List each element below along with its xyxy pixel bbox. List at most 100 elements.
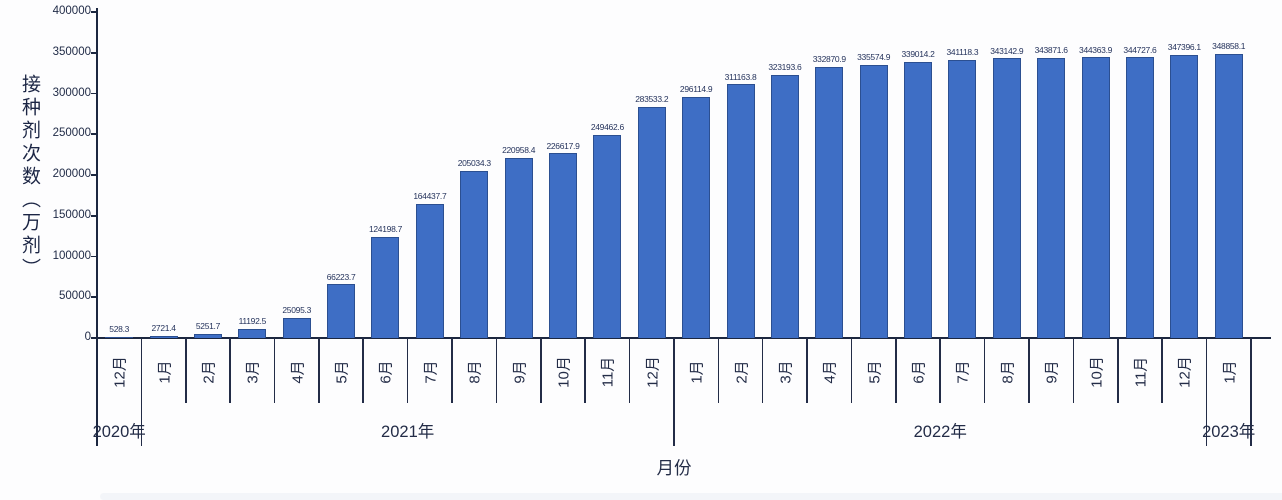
month-tick-line <box>229 338 231 403</box>
x-axis-month-label: 7月 <box>422 359 440 384</box>
month-tick-line <box>406 338 409 403</box>
bar-value-label: 323193.6 <box>768 62 802 73</box>
year-separator-line <box>673 338 675 446</box>
month-tick-line <box>584 338 586 403</box>
y-axis-tick-label: 100000 <box>52 249 91 262</box>
month-tick-line <box>628 338 631 403</box>
month-tick-line <box>540 338 542 403</box>
bar <box>992 58 1021 338</box>
bar-value-label: 335574.9 <box>857 52 891 62</box>
month-tick-line <box>1116 338 1119 403</box>
bar-value-label: 341118.3 <box>946 47 979 58</box>
x-axis-year-label: 2023年 <box>1202 423 1256 441</box>
y-axis-tick-mark <box>91 255 97 258</box>
x-axis-month-label: 10月 <box>555 355 573 388</box>
bar <box>1214 53 1243 338</box>
month-tick-line <box>184 338 187 403</box>
month-tick-line <box>717 338 720 403</box>
bar <box>770 74 799 338</box>
month-tick-line <box>273 338 276 403</box>
bar-value-label: 343871.6 <box>1034 45 1068 56</box>
bar-value-label: 311163.8 <box>724 71 757 82</box>
bar-value-label: 343142.9 <box>990 45 1024 56</box>
bar <box>548 153 577 338</box>
x-axis-year-label: 2022年 <box>913 423 967 441</box>
x-axis-year-label: 2020年 <box>92 423 146 441</box>
bar <box>193 333 222 338</box>
x-axis-month-label: 4月 <box>821 359 839 384</box>
month-tick-line <box>895 338 897 403</box>
y-axis-tick-mark <box>91 11 97 13</box>
month-tick-line <box>983 338 986 403</box>
bar <box>327 284 356 338</box>
month-tick-line <box>1028 338 1030 403</box>
x-axis-month-label: 5月 <box>333 359 351 384</box>
y-axis-tick-label: 200000 <box>52 168 91 180</box>
x-axis-month-label: 1月 <box>1221 359 1239 384</box>
x-axis-month-label: 8月 <box>999 359 1017 384</box>
month-tick-line <box>362 338 365 403</box>
x-axis-month-label: 5月 <box>866 359 884 384</box>
y-axis-tick-mark <box>91 214 97 217</box>
x-axis-month-label: 6月 <box>377 359 395 384</box>
bar-value-label: 124198.7 <box>368 224 402 235</box>
bar <box>1081 57 1110 338</box>
bar <box>282 317 311 338</box>
month-tick-line <box>451 338 453 403</box>
y-axis-tick-mark <box>91 296 97 299</box>
y-axis-line <box>95 8 99 446</box>
bar <box>682 96 711 338</box>
x-axis-month-label: 9月 <box>1043 359 1061 384</box>
bar-value-label: 2721.4 <box>151 323 176 334</box>
bar <box>904 61 933 338</box>
bar-value-label: 283533.2 <box>635 94 669 105</box>
bar <box>371 236 400 338</box>
year-separator-line <box>140 338 143 446</box>
month-tick-line <box>495 338 498 403</box>
y-axis-tick-mark <box>91 174 97 176</box>
bar-value-label: 339014.2 <box>901 49 935 60</box>
x-axis-month-label: 10月 <box>1088 355 1106 388</box>
x-axis-month-label: 7月 <box>954 359 972 384</box>
y-axis-tick-mark <box>91 51 97 54</box>
bar-value-label: 25095.3 <box>282 305 312 316</box>
x-axis-month-label: 12月 <box>111 355 129 388</box>
bar-value-label: 528.3 <box>109 324 130 335</box>
x-axis-month-label: 4月 <box>289 359 307 384</box>
y-axis-tick-mark <box>91 92 97 95</box>
bar <box>149 335 178 338</box>
x-axis-month-label: 3月 <box>244 359 262 384</box>
year-separator-line <box>1250 338 1252 446</box>
x-axis-month-label: 3月 <box>777 359 795 384</box>
month-tick-line <box>1072 338 1075 403</box>
bar-value-label: 205034.3 <box>457 158 491 169</box>
y-axis-tick-mark <box>91 337 97 339</box>
y-axis-tick-label: 150000 <box>52 208 91 221</box>
bar <box>504 157 533 338</box>
bar <box>815 66 844 338</box>
bar-value-label: 164437.7 <box>413 191 447 202</box>
bar-value-label: 5251.7 <box>195 321 221 332</box>
bar-value-label: 220958.4 <box>502 145 536 156</box>
month-tick-line <box>850 338 853 403</box>
bar <box>1170 54 1199 338</box>
bar-value-label: 348858.1 <box>1212 41 1246 52</box>
year-separator-line <box>1205 338 1208 446</box>
x-axis-title: 月份 <box>656 458 692 478</box>
y-axis-tick-label: 350000 <box>52 45 91 58</box>
y-axis-tick-mark <box>91 133 97 136</box>
y-axis-tick-label: 250000 <box>52 127 91 140</box>
x-axis-month-label: 6月 <box>910 359 928 384</box>
bar <box>415 203 444 338</box>
month-tick-line <box>761 338 764 403</box>
y-axis-tick-label: 0 <box>84 331 91 343</box>
bar-value-label: 66223.7 <box>326 271 356 282</box>
month-tick-line <box>318 338 320 403</box>
bar-value-label: 249462.6 <box>590 122 624 133</box>
bar <box>948 59 977 338</box>
bar <box>593 134 622 338</box>
x-axis-month-label: 1月 <box>688 359 706 384</box>
x-axis-month-label: 2月 <box>733 359 750 384</box>
